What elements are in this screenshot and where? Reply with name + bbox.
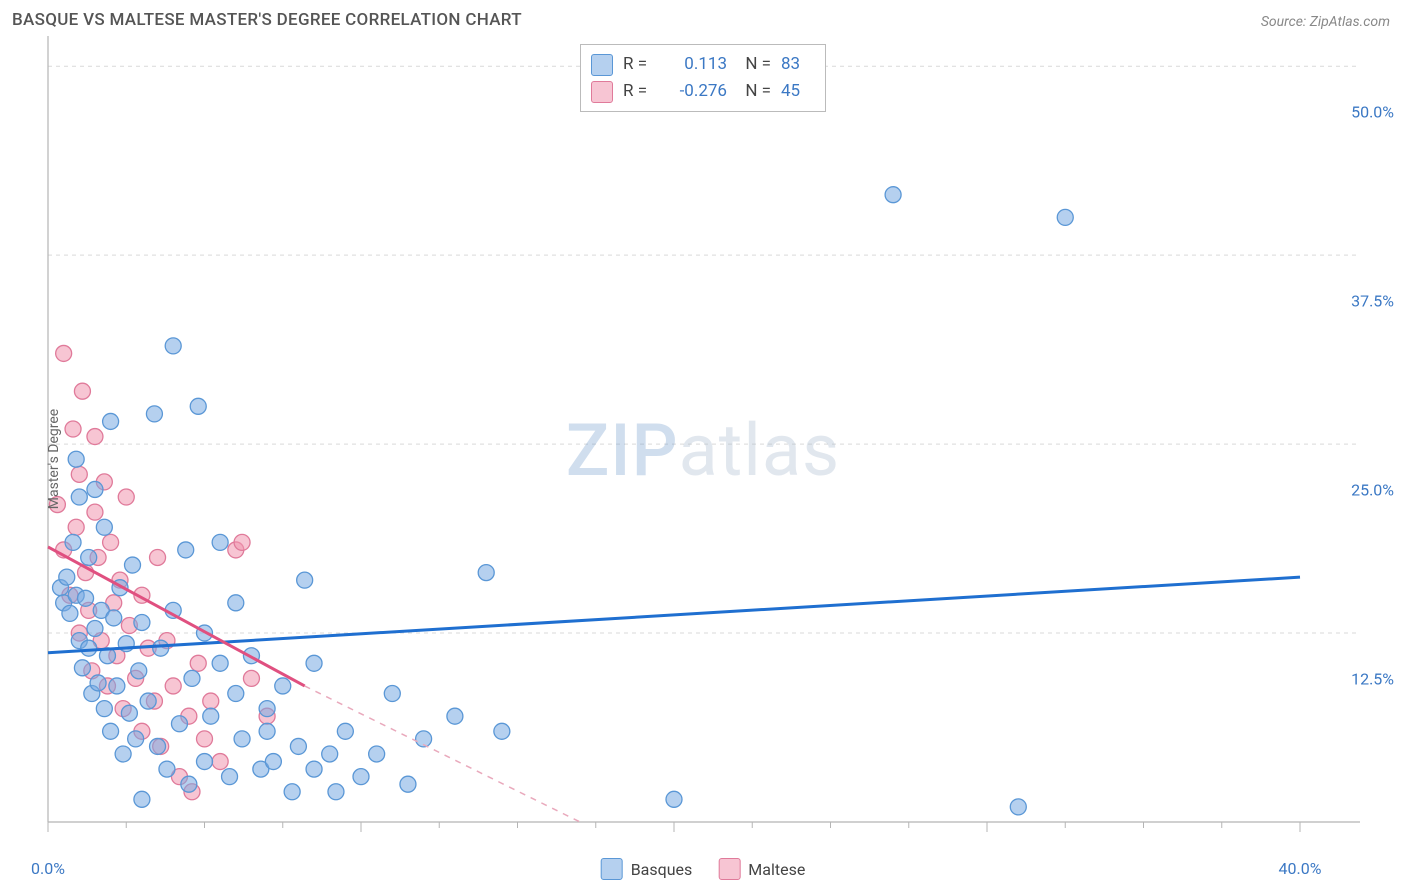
legend-item-maltese: Maltese [718,858,805,880]
swatch-maltese [591,81,613,103]
swatch-basques-icon [601,858,623,880]
y-tick-label: 37.5% [1351,292,1394,311]
scatter-plot [0,36,1406,856]
series-legend: Basques Maltese [601,858,806,880]
y-tick-label: 12.5% [1351,670,1394,689]
chart-title: BASQUE VS MALTESE MASTER'S DEGREE CORREL… [12,10,522,30]
y-tick-label: 25.0% [1351,481,1394,500]
y-axis-label: Master's Degree [46,409,62,509]
swatch-basques [591,54,613,76]
x-tick-label: 40.0% [1279,859,1322,878]
chart-source: Source: ZipAtlas.com [1261,14,1390,30]
chart-area: Master's Degree ZIPatlas R = 0.113 N = 8… [0,36,1406,882]
stats-row-basques: R = 0.113 N = 83 [591,51,811,78]
stats-row-maltese: R = -0.276 N = 45 [591,78,811,105]
y-tick-label: 50.0% [1351,103,1394,122]
legend-item-basques: Basques [601,858,693,880]
x-tick-label: 0.0% [31,859,65,878]
stats-legend: R = 0.113 N = 83 R = -0.276 N = 45 [580,44,826,112]
swatch-maltese-icon [718,858,740,880]
